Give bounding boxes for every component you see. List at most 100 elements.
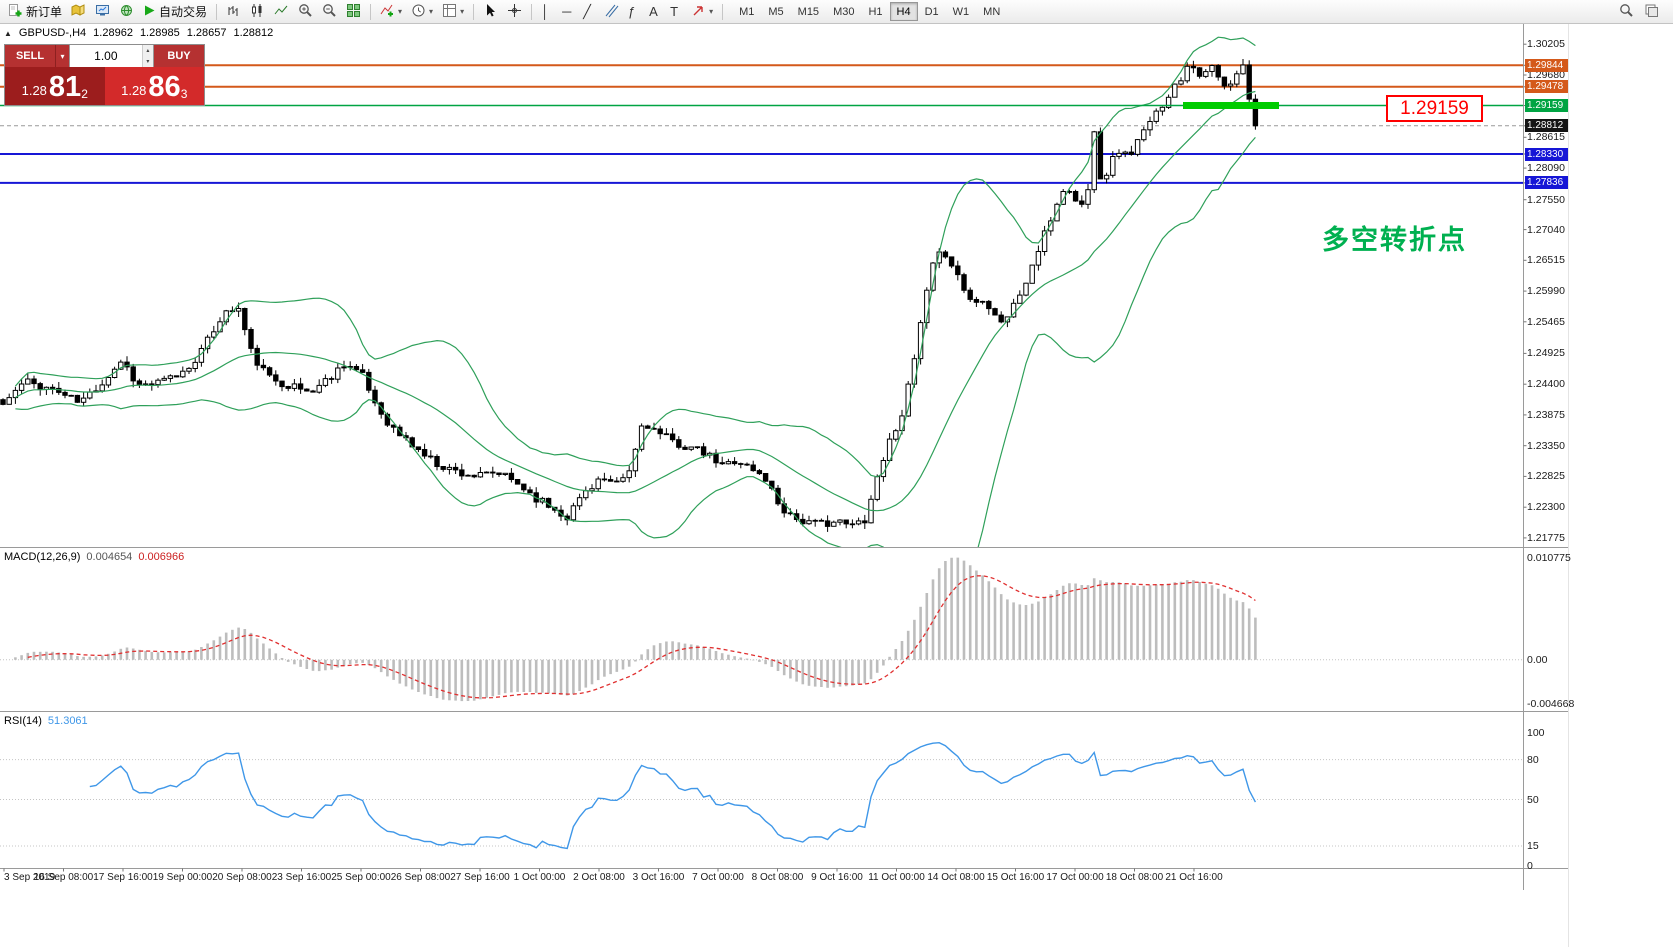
price-axis-label: 1.22825 bbox=[1527, 470, 1565, 483]
zoom-in-icon bbox=[298, 3, 313, 21]
price-axis-label-blue: 1.27836 bbox=[1525, 176, 1568, 190]
sell-price-display[interactable]: 1.28 81 2 bbox=[5, 67, 105, 105]
price-axis-label: 1.24400 bbox=[1527, 378, 1565, 391]
timeframe-button-h1[interactable]: H1 bbox=[861, 2, 889, 21]
price-axis-label: 1.21775 bbox=[1527, 531, 1565, 544]
volume-down-button[interactable]: ▾ bbox=[142, 56, 153, 67]
price-axis-label: 1.30205 bbox=[1527, 38, 1565, 51]
ohlc-low: 1.28657 bbox=[186, 27, 227, 39]
templates-button[interactable]: ▾ bbox=[438, 2, 468, 22]
trendline-icon: ╱ bbox=[583, 4, 591, 19]
zoom-out-button[interactable] bbox=[318, 2, 341, 22]
time-axis-label: 2 Oct 08:00 bbox=[573, 872, 625, 883]
macd-title: MACD(12,26,9) 0.004654 0.006966 bbox=[4, 551, 184, 563]
macd-axis-label: -0.004668 bbox=[1527, 697, 1575, 710]
price-axis-label-orange: 1.29478 bbox=[1525, 80, 1568, 94]
crosshair-icon bbox=[507, 3, 522, 21]
buy-price-display[interactable]: 1.28 86 3 bbox=[104, 67, 204, 105]
rsi-title: RSI(14) 51.3061 bbox=[4, 715, 88, 727]
toolbar-separator bbox=[370, 3, 372, 20]
timeframe-button-m30[interactable]: M30 bbox=[826, 2, 861, 21]
indicators-button[interactable]: ▾ bbox=[376, 2, 406, 22]
price-level-annotation-box[interactable]: 1.29159 bbox=[1386, 95, 1483, 122]
chart-line-button[interactable] bbox=[270, 2, 293, 22]
buy-price-point: 3 bbox=[180, 87, 188, 101]
price-axis-label: 1.23875 bbox=[1527, 408, 1565, 421]
timeframe-button-m5[interactable]: M5 bbox=[761, 2, 790, 21]
timeframe-button-m15[interactable]: M15 bbox=[791, 2, 826, 21]
macd-axis-label: 0.00 bbox=[1527, 653, 1548, 666]
rsi-value: 51.3061 bbox=[47, 715, 88, 727]
cursor-button[interactable] bbox=[479, 2, 502, 22]
layers-icon bbox=[1644, 3, 1659, 21]
market-watch-button[interactable] bbox=[91, 2, 114, 22]
new-order-button[interactable]: 新订单 bbox=[4, 2, 66, 22]
time-axis-label: 25 Sep 00:00 bbox=[331, 872, 391, 883]
horizontal-line-icon: ─ bbox=[562, 4, 572, 19]
new-order-label: 新订单 bbox=[26, 5, 63, 19]
time-axis-label: 20 Sep 08:00 bbox=[212, 872, 272, 883]
fibonacci-button[interactable]: ƒ bbox=[624, 2, 644, 22]
volume-input[interactable] bbox=[70, 45, 142, 67]
price-axis-label-current: 1.28812 bbox=[1525, 119, 1568, 133]
timeframe-button-w1[interactable]: W1 bbox=[946, 2, 977, 21]
ohlc-high: 1.28985 bbox=[139, 27, 180, 39]
timeframe-button-h4[interactable]: H4 bbox=[889, 2, 918, 21]
time-axis-label: 11 Oct 00:00 bbox=[868, 872, 925, 883]
globe-icon bbox=[119, 3, 134, 21]
horizontal-line-button[interactable]: ─ bbox=[558, 2, 578, 22]
collapse-ohlc-icon[interactable]: ▲ bbox=[4, 28, 12, 38]
sell-price-pips: 81 bbox=[48, 71, 82, 103]
profiles-button[interactable] bbox=[67, 2, 90, 22]
macd-value-signal: 0.006966 bbox=[138, 551, 185, 563]
chart-candles-button[interactable] bbox=[246, 2, 269, 22]
timeframe-button-m1[interactable]: M1 bbox=[732, 2, 761, 21]
indicator-plus-icon bbox=[380, 3, 395, 21]
label-tool-icon: T bbox=[670, 4, 679, 19]
time-axis-label: 1 Oct 00:00 bbox=[513, 872, 566, 883]
volume-up-button[interactable]: ▴ bbox=[142, 45, 153, 56]
chart-bars-button[interactable] bbox=[222, 2, 245, 22]
rsi-params: (14) bbox=[22, 715, 42, 727]
zoom-in-button[interactable] bbox=[294, 2, 317, 22]
label-tool-button[interactable]: T bbox=[666, 2, 686, 22]
turning-point-note[interactable]: 多空转折点 bbox=[1322, 225, 1467, 255]
price-axis-label-green: 1.29159 bbox=[1525, 98, 1568, 112]
rsi-name: RSI bbox=[4, 715, 23, 727]
volume-control: ▴ ▾ bbox=[69, 45, 154, 67]
price-axis-label: 1.25990 bbox=[1527, 285, 1565, 298]
buy-button[interactable]: BUY bbox=[154, 45, 204, 67]
search-button[interactable] bbox=[1615, 2, 1638, 22]
rsi-axis-label: 100 bbox=[1527, 727, 1545, 739]
tile-windows-button[interactable] bbox=[342, 2, 365, 22]
new-order-icon bbox=[8, 3, 23, 21]
time-axis-label: 16 Sep 08:00 bbox=[33, 872, 94, 883]
windows-list-button[interactable] bbox=[1640, 2, 1663, 22]
vertical-line-icon: │ bbox=[541, 4, 550, 19]
periods-button[interactable]: ▾ bbox=[407, 2, 437, 22]
timeframe-button-mn[interactable]: MN bbox=[976, 2, 1007, 21]
rsi-axis-label: 50 bbox=[1527, 793, 1539, 806]
line-chart-icon bbox=[274, 3, 289, 21]
timeframe-button-d1[interactable]: D1 bbox=[918, 2, 946, 21]
main-toolbar: 新订单 自动交易 ▾ ▾ ▾ │ ─ ╱ ƒ A T ▾ M1 M5 M15 M30 H… bbox=[0, 0, 1673, 24]
rsi-axis-label: 80 bbox=[1527, 753, 1539, 766]
crosshair-button[interactable] bbox=[503, 2, 526, 22]
arrows-tool-button[interactable]: ▾ bbox=[687, 2, 717, 22]
vertical-line-button[interactable]: │ bbox=[537, 2, 557, 22]
trade-panel-controls: SELL ▾ ▴ ▾ BUY bbox=[5, 45, 204, 67]
text-tool-button[interactable]: A bbox=[645, 2, 665, 22]
chevron-down-icon: ▾ bbox=[429, 6, 434, 16]
time-axis-label: 19 Sep 00:00 bbox=[152, 872, 213, 883]
sell-button[interactable]: SELL bbox=[5, 45, 55, 67]
time-axis-label: 9 Oct 16:00 bbox=[811, 872, 863, 883]
channel-button[interactable] bbox=[600, 2, 623, 22]
algo-trading-button[interactable] bbox=[115, 2, 138, 22]
rsi-axis-label: 15 bbox=[1527, 840, 1539, 853]
sell-options-caret[interactable]: ▾ bbox=[55, 45, 69, 67]
price-axis-label: 1.25465 bbox=[1527, 315, 1565, 328]
autotrading-button[interactable]: 自动交易 bbox=[139, 2, 211, 22]
trendline-button[interactable]: ╱ bbox=[579, 2, 599, 22]
